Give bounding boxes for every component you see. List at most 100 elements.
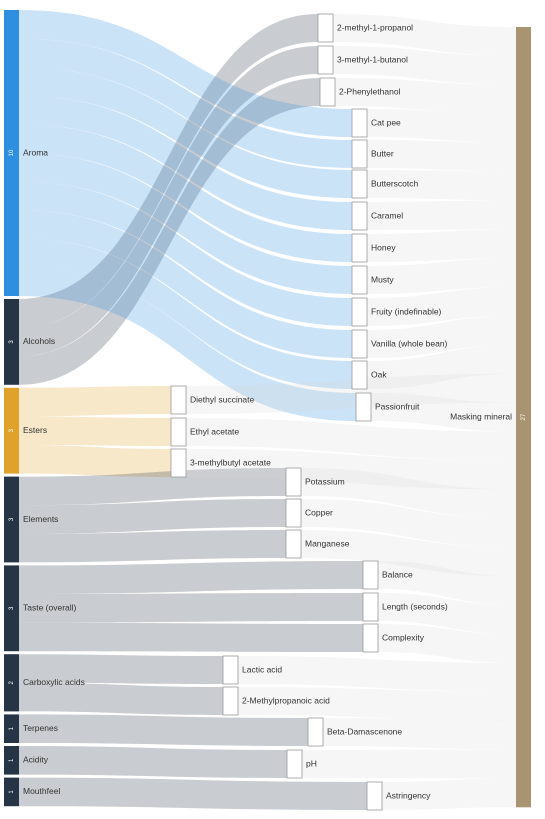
- link: [382, 778, 516, 810]
- node: [4, 714, 19, 743]
- link: [19, 714, 308, 746]
- link: [19, 561, 363, 594]
- link: [367, 344, 516, 389]
- node-label: 3-methyl-1-butanol: [337, 54, 408, 64]
- link: [19, 777, 367, 810]
- node-label: Diethyl succinate: [190, 394, 255, 404]
- node-label: Vanilla (whole bean): [371, 338, 448, 348]
- link: [378, 624, 516, 663]
- node-value: 2: [9, 680, 15, 684]
- link: [371, 393, 516, 432]
- node-label: Cat pee: [371, 117, 401, 127]
- links: [19, 10, 516, 810]
- node: [317, 45, 334, 75]
- link: [301, 468, 516, 519]
- node-label: Complexity: [382, 632, 425, 642]
- link: [19, 682, 223, 715]
- node: [4, 565, 19, 652]
- link: [302, 749, 516, 779]
- node: [4, 777, 19, 807]
- node: [4, 476, 19, 563]
- node-label: Mouthfeel: [23, 786, 60, 796]
- node-label: Elements: [23, 514, 58, 524]
- node-label: Fruity (indefinable): [371, 306, 442, 316]
- node: [285, 529, 302, 559]
- node-label: Taste (overall): [23, 603, 77, 613]
- node-label: pH: [306, 758, 317, 768]
- node: [366, 781, 383, 811]
- node-label: Honey: [371, 242, 396, 252]
- link: [367, 229, 516, 262]
- node: [351, 169, 368, 199]
- link: [19, 238, 352, 389]
- link: [19, 153, 352, 294]
- node-label: 2-Phenylethanol: [339, 86, 401, 96]
- node-value: 1: [9, 758, 15, 762]
- node-label: Lactic acid: [242, 664, 282, 674]
- node-label: 3-methylbutyl acetate: [190, 457, 271, 467]
- node: [222, 655, 239, 685]
- node: [170, 448, 187, 478]
- node-label: Ethyl acetate: [190, 426, 239, 436]
- node-label: Beta-Damascenone: [327, 726, 402, 736]
- link: [19, 95, 352, 230]
- node-label: Butter: [371, 148, 394, 158]
- node: [317, 13, 334, 43]
- node: [285, 498, 302, 528]
- node: [351, 139, 368, 169]
- link: [19, 622, 363, 652]
- link: [301, 530, 516, 577]
- node: [319, 77, 336, 107]
- link: [323, 718, 516, 750]
- node-label: Musty: [371, 274, 394, 284]
- link: [186, 418, 516, 461]
- link: [19, 46, 318, 357]
- node: [351, 297, 368, 327]
- link: [19, 593, 363, 623]
- node-label: Potassium: [305, 476, 345, 486]
- link: [19, 14, 318, 328]
- node: [351, 329, 368, 359]
- node: [351, 108, 368, 138]
- link: [335, 78, 516, 114]
- link: [19, 654, 223, 684]
- link: [19, 530, 286, 563]
- link: [186, 449, 516, 490]
- node-label: Masking mineral: [450, 411, 512, 421]
- link: [367, 109, 516, 143]
- node: [362, 592, 379, 622]
- link: [186, 373, 516, 414]
- link: [333, 14, 516, 56]
- link: [19, 468, 286, 506]
- node-value: 3: [9, 340, 15, 344]
- node: [4, 654, 19, 712]
- link: [367, 170, 516, 201]
- link: [19, 416, 171, 446]
- node: [351, 265, 368, 295]
- node-label: 2-Methylpropanoic acid: [242, 695, 330, 705]
- link: [238, 687, 516, 721]
- node: [362, 560, 379, 590]
- node: [4, 387, 19, 474]
- link: [19, 67, 352, 198]
- node-label: Alcohols: [23, 336, 55, 346]
- link: [378, 561, 516, 605]
- link: [367, 200, 516, 230]
- link: [19, 78, 320, 385]
- node: [4, 10, 19, 296]
- node: [170, 385, 187, 415]
- node-label: Aroma: [23, 147, 48, 157]
- link: [378, 593, 516, 634]
- node: [285, 467, 302, 497]
- node: [351, 233, 368, 263]
- node: [286, 749, 303, 779]
- link: [19, 124, 352, 263]
- link: [367, 258, 516, 294]
- link: [19, 499, 286, 534]
- node: [362, 623, 379, 653]
- link: [367, 287, 516, 326]
- node: [4, 746, 19, 775]
- link: [367, 140, 516, 172]
- node-value: 1: [9, 790, 15, 794]
- node: [222, 686, 239, 716]
